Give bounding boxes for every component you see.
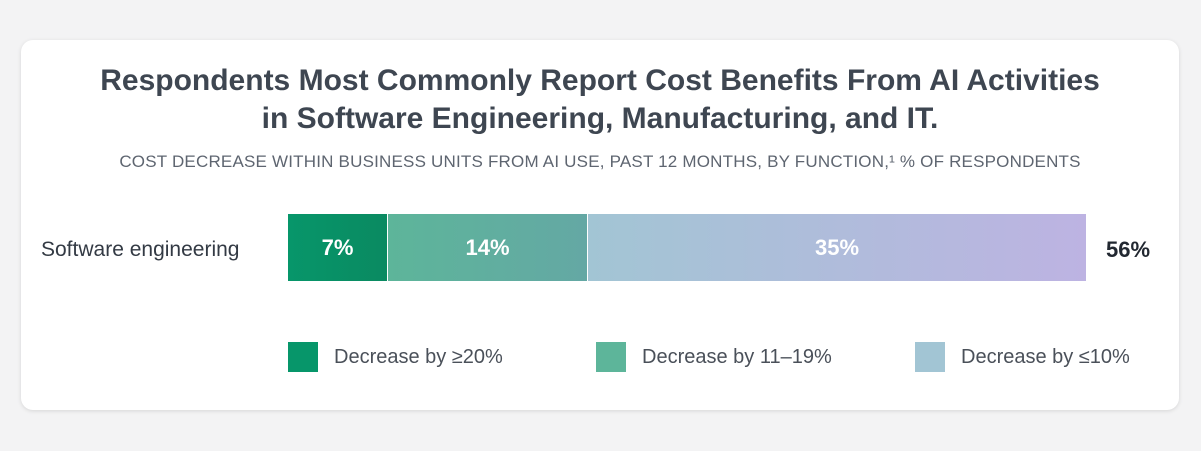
chart-subtitle: COST DECREASE WITHIN BUSINESS UNITS FROM… [119,152,1081,171]
data-label-decrease-20-plus: 7% [321,234,354,260]
bar-segment-decrease-10-or-less: 35% [588,214,1086,281]
stacked-bar-software-engineering: 7% 14% 35% [288,214,1086,281]
total-label-software-engineering: 56% [1106,237,1151,262]
legend-swatch-decrease-10-or-less [915,342,945,372]
chart-card: Respondents Most Commonly Report Cost Be… [21,40,1179,410]
bar-segment-decrease-11-19: 14% [388,214,587,281]
chart-title-line-1: Respondents Most Commonly Report Cost Be… [100,64,1100,97]
legend-label-decrease-11-19: Decrease by 11–19% [642,345,832,368]
legend-item-decrease-11-19: Decrease by 11–19% [596,342,832,372]
chart-title: Respondents Most Commonly Report Cost Be… [21,62,1179,138]
data-label-decrease-11-19: 14% [465,234,510,260]
category-label-software-engineering: Software engineering [41,238,240,261]
legend-label-decrease-20-plus: Decrease by ≥20% [334,345,503,368]
legend-item-decrease-10-or-less: Decrease by ≤10% [915,342,1130,372]
bar-segment-decrease-20-plus: 7% [288,214,387,281]
data-label-decrease-10-or-less: 35% [814,234,860,260]
chart-title-line-2: in Software Engineering, Manufacturing, … [261,102,939,135]
legend-swatch-decrease-11-19 [596,342,626,372]
legend-label-decrease-10-or-less: Decrease by ≤10% [961,345,1130,368]
legend-item-decrease-20-plus: Decrease by ≥20% [288,342,503,372]
legend-swatch-decrease-20-plus [288,342,318,372]
